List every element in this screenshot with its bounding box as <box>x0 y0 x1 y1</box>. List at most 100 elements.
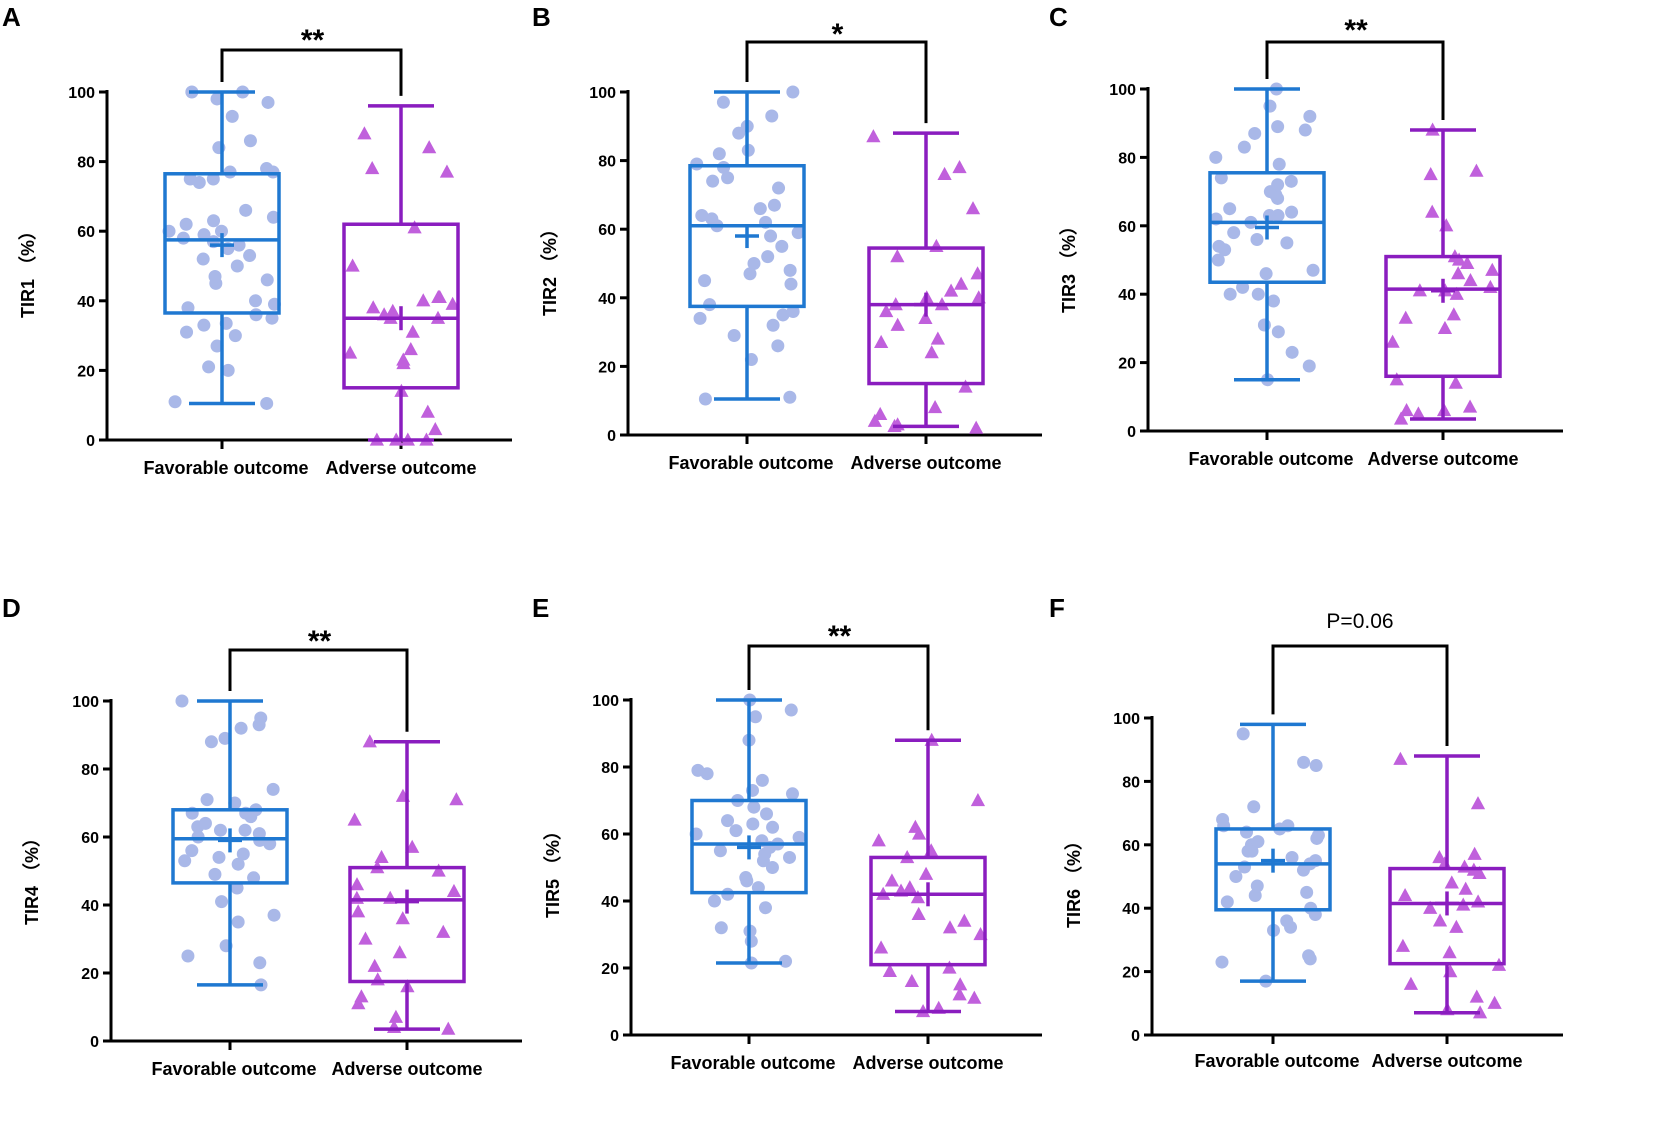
significance-bracket <box>1271 644 1449 747</box>
data-point <box>1385 334 1400 348</box>
x-category-label: Favorable outcome <box>1188 449 1353 469</box>
panel-e: E 0 20 40 60 80 100 Favorable outcome Adverse ou… <box>532 593 1042 1073</box>
data-point <box>197 318 211 332</box>
y-tick-label: 0 <box>1127 424 1136 441</box>
y-tick-label: 40 <box>601 894 619 911</box>
data-point <box>197 228 211 242</box>
iqr-box <box>1388 866 1506 966</box>
x-category-label: Adverse outcome <box>850 453 1001 473</box>
y-tick-label: 20 <box>598 359 616 376</box>
data-point <box>874 334 889 349</box>
data-point <box>784 703 798 717</box>
data-point <box>183 172 197 186</box>
data-point <box>784 277 798 291</box>
x-category-label: Adverse outcome <box>325 458 476 478</box>
data-point <box>1485 262 1500 276</box>
data-point <box>783 263 797 277</box>
data-point <box>930 331 945 345</box>
data-point <box>698 274 712 288</box>
iqr-box <box>171 808 289 885</box>
data-point <box>204 735 218 749</box>
data-point <box>243 134 257 148</box>
data-point <box>747 257 761 270</box>
data-point <box>260 162 274 176</box>
data-point <box>924 345 939 359</box>
data-point <box>751 881 765 895</box>
y-tick-label: 20 <box>1122 965 1140 982</box>
adverse-group <box>342 104 460 446</box>
data-point <box>783 850 797 864</box>
data-point <box>1262 209 1276 223</box>
data-point <box>965 201 981 215</box>
data-point <box>254 711 268 725</box>
data-point <box>1469 989 1484 1003</box>
data-point <box>713 844 727 858</box>
data-point <box>786 85 800 99</box>
data-point <box>232 238 246 252</box>
data-point <box>207 214 221 228</box>
significance-bracket <box>747 644 930 731</box>
data-point <box>908 819 923 833</box>
y-tick-label: 80 <box>81 762 99 779</box>
data-point <box>1470 894 1486 908</box>
data-point <box>405 324 420 338</box>
x-category-label: Favorable outcome <box>1194 1051 1359 1071</box>
data-point <box>729 824 743 838</box>
data-point <box>206 172 220 186</box>
y-tick-label: 80 <box>601 760 619 777</box>
data-point <box>266 210 280 224</box>
data-point <box>365 161 380 175</box>
y-tick-label: 0 <box>90 1034 99 1051</box>
data-point <box>693 311 707 325</box>
significance-label: P=0.06 <box>1326 610 1393 633</box>
data-point <box>367 958 382 972</box>
data-point <box>228 329 242 343</box>
significance-bracket <box>745 40 928 124</box>
data-point <box>1470 796 1486 810</box>
panel-letter: A <box>2 2 21 32</box>
data-point <box>1389 372 1404 386</box>
data-point <box>347 812 362 826</box>
data-point <box>743 267 757 281</box>
data-point <box>705 212 719 226</box>
data-point <box>1247 800 1261 814</box>
y-tick-label: 80 <box>1122 774 1140 791</box>
significance-bracket <box>228 648 409 732</box>
data-point <box>1403 976 1419 990</box>
y-axis-label: TIR3 （%） <box>1059 217 1079 313</box>
data-point <box>221 363 235 377</box>
y-tick-label: 20 <box>81 966 99 983</box>
data-point <box>918 310 933 325</box>
data-point <box>779 954 793 968</box>
y-tick-label: 60 <box>81 830 99 847</box>
data-point <box>354 989 369 1003</box>
data-point <box>918 866 934 880</box>
data-point <box>239 203 253 217</box>
y-axis-label: TIR1 （%） <box>18 222 38 318</box>
y-tick-label: 40 <box>1122 901 1140 918</box>
data-point <box>1302 359 1316 373</box>
data-point <box>181 949 195 963</box>
iqr-box <box>1384 254 1502 379</box>
data-point <box>1397 888 1413 902</box>
x-category-label: Adverse outcome <box>1367 449 1518 469</box>
data-point <box>200 793 214 807</box>
data-point <box>1309 759 1323 773</box>
data-point <box>721 171 735 185</box>
data-point <box>1449 286 1464 300</box>
data-point <box>441 1021 456 1035</box>
data-point <box>957 913 972 927</box>
data-point <box>760 807 774 821</box>
significance-label: ** <box>308 625 332 658</box>
data-point <box>1399 402 1414 417</box>
data-point <box>783 390 797 404</box>
iqr-box <box>163 172 281 315</box>
data-point <box>910 890 926 904</box>
data-point <box>1483 279 1498 293</box>
panel-c: C 0 20 40 60 80 100 Favorable outcome Adverse ou… <box>1049 2 1563 469</box>
data-point <box>712 147 726 161</box>
data-point <box>942 920 958 934</box>
data-point <box>698 392 712 406</box>
data-point <box>1463 273 1478 287</box>
